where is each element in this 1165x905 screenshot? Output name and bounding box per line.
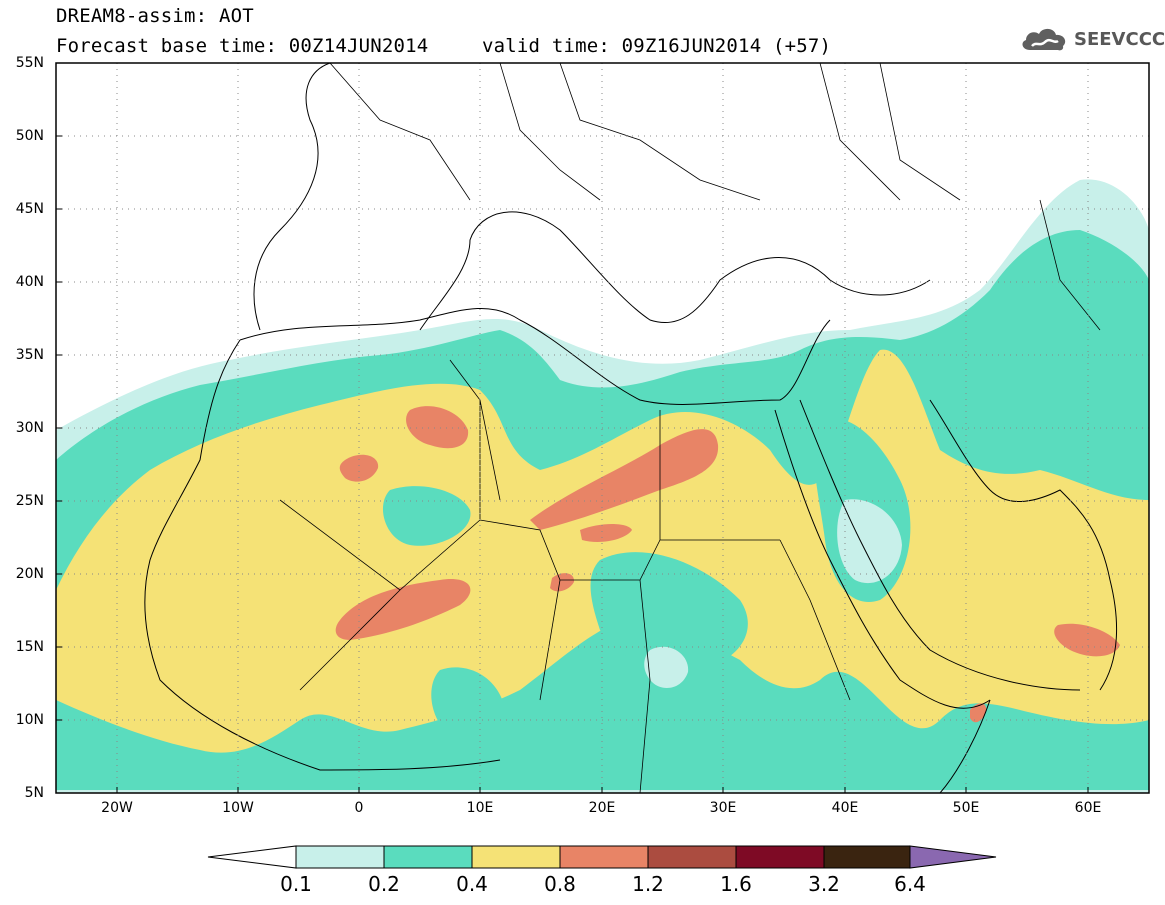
- coastline-arabia: [929, 399, 1117, 691]
- lat-label: 30N: [15, 420, 44, 436]
- colorbar-seg-3: [471, 845, 561, 869]
- colorbar-seg-6: [735, 845, 825, 869]
- lat-label: 10N: [15, 712, 44, 728]
- lon-label: 50E: [952, 800, 980, 816]
- lat-label: 50N: [15, 128, 44, 144]
- lon-label: 60E: [1074, 800, 1102, 816]
- colorbar-seg-2: [383, 845, 473, 869]
- cloud-icon: [1022, 28, 1066, 51]
- coastline-mediterranean: [239, 308, 831, 405]
- colorbar-seg-4: [559, 845, 649, 869]
- aot-patch-orange-6: [580, 524, 632, 542]
- gridlines: [56, 63, 1149, 793]
- lon-label: 0: [354, 800, 364, 816]
- aot-fields: [56, 179, 1149, 793]
- coastline-horn-africa: [939, 699, 991, 793]
- colorbar-seg-5: [647, 845, 737, 869]
- colorbar-label: 6.4: [894, 872, 926, 896]
- lon-label: 10E: [466, 800, 494, 816]
- logo-text: SEEVCCC: [1074, 29, 1165, 50]
- aot-patch-green-2: [590, 552, 748, 673]
- valid-time: valid time: 09Z16JUN2014 (+57): [482, 35, 832, 57]
- colorbar-label: 0.1: [280, 872, 312, 896]
- colorbar-arrow-high: [909, 845, 997, 869]
- aot-patch-orange-5: [1054, 623, 1120, 657]
- lon-label: 20E: [588, 800, 616, 816]
- colorbar-label: 3.2: [808, 872, 840, 896]
- lat-label: 35N: [15, 347, 44, 363]
- lon-label: 20W: [101, 800, 133, 816]
- colorbar-label: 1.2: [632, 872, 664, 896]
- colorbar: [207, 845, 997, 869]
- lat-label: 25N: [15, 493, 44, 509]
- aot-patch-orange-7: [550, 573, 575, 592]
- aot-patch-cyan-2: [644, 646, 689, 688]
- lon-label: 10W: [222, 800, 254, 816]
- aot-patch-orange-4: [339, 454, 379, 482]
- colorbar-seg-1: [295, 845, 385, 869]
- colorbar-seg-7: [823, 845, 911, 869]
- colorbar-label: 1.6: [720, 872, 752, 896]
- coastline-west-africa: [144, 339, 501, 771]
- aot-patch-orange-1: [530, 429, 719, 530]
- map-frame: [55, 62, 1150, 794]
- lon-label: 40E: [831, 800, 859, 816]
- lon-label: 30E: [709, 800, 737, 816]
- aot-patch-orange-2: [335, 579, 471, 640]
- aot-patch-green-4: [431, 667, 505, 740]
- lat-label: 55N: [15, 55, 44, 71]
- coastline-red-sea: [774, 399, 1081, 709]
- lat-label: 5N: [24, 785, 44, 801]
- forecast-base-time: Forecast base time: 00Z14JUN2014: [56, 35, 429, 57]
- lat-label: 20N: [15, 566, 44, 582]
- aot-patch-cyan-1: [837, 499, 902, 584]
- lat-label: 45N: [15, 201, 44, 217]
- colorbar-label: 0.4: [456, 872, 488, 896]
- lat-label: 40N: [15, 274, 44, 290]
- aot-patch-orange-8: [970, 703, 987, 723]
- colorbar-label: 0.2: [368, 872, 400, 896]
- chart-title: DREAM8-assim: AOT: [56, 5, 254, 27]
- aot-patch-orange-3: [406, 406, 469, 449]
- colorbar-arrow-low: [207, 845, 297, 869]
- lat-label: 15N: [15, 639, 44, 655]
- colorbar-label: 0.8: [544, 872, 576, 896]
- borders-europe-asia: [329, 63, 1101, 331]
- seevccc-logo: SEEVCCC: [1018, 24, 1165, 56]
